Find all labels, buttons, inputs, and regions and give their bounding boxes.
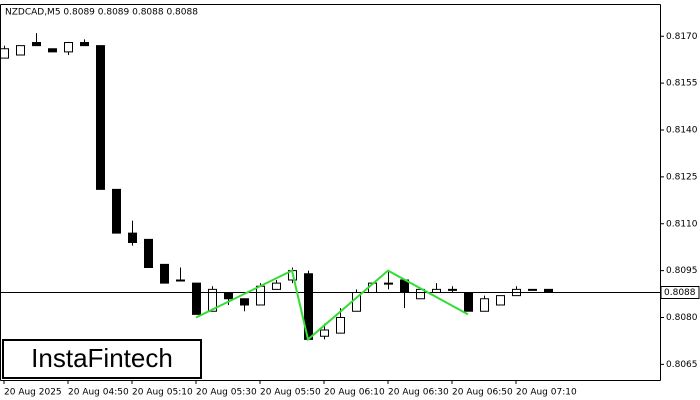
- candle-body: [384, 282, 393, 285]
- x-tick-label: 20 Aug 05:50: [260, 388, 321, 398]
- y-tick-label: 0.8170: [666, 32, 698, 42]
- candle-body: [224, 292, 233, 300]
- candle-body: [128, 232, 137, 243]
- candle-body: [496, 295, 505, 306]
- candle-body: [240, 298, 249, 306]
- candle-body: [528, 288, 537, 291]
- watermark-box: [2, 339, 202, 379]
- x-tick-label: 20 Aug 2025: [4, 388, 62, 398]
- candle-body: [192, 282, 201, 315]
- x-tick-label: 20 Aug 05:30: [196, 388, 257, 398]
- watermark: InstaFintech: [31, 343, 173, 373]
- candle-body: [272, 282, 281, 290]
- candle-body: [0, 48, 9, 59]
- candle-body: [16, 45, 25, 56]
- y-tick-label: 0.8080: [666, 313, 698, 323]
- x-tick-label: 20 Aug 05:10: [132, 388, 193, 398]
- candle-body: [480, 298, 489, 312]
- chart-title: NZDCAD,M5 0.8089 0.8089 0.8088 0.8088: [5, 8, 198, 18]
- y-tick-label: 0.8125: [666, 172, 698, 182]
- candle-body: [336, 317, 345, 334]
- candle-body: [48, 48, 57, 53]
- y-tick-label: 0.8065: [666, 360, 698, 370]
- pattern-line: [195, 269, 469, 342]
- candle-body: [64, 42, 73, 53]
- x-tick-label: 20 Aug 06:30: [388, 388, 449, 398]
- y-tick-label: 0.8155: [666, 79, 698, 89]
- y-tick-label: 0.8110: [666, 219, 698, 229]
- x-tick-label: 20 Aug 07:10: [516, 388, 577, 398]
- candle-body: [176, 279, 185, 282]
- candle-body: [96, 45, 105, 190]
- candle-body: [256, 285, 265, 306]
- last-price-label: 0.8088: [664, 288, 696, 298]
- y-tick-label: 0.8095: [666, 266, 698, 276]
- candle-body: [320, 329, 329, 337]
- last-price-box: [660, 286, 700, 299]
- x-tick-label: 20 Aug 06:10: [324, 388, 385, 398]
- candle-body: [464, 292, 473, 312]
- candle-body: [208, 288, 217, 312]
- candle-body: [160, 263, 169, 284]
- candle-body: [144, 238, 153, 268]
- candle-body: [32, 42, 41, 47]
- candle-body: [448, 288, 457, 291]
- x-tick-label: 20 Aug 04:50: [68, 388, 129, 398]
- x-tick-label: 20 Aug 06:50: [452, 388, 513, 398]
- candle-body: [112, 188, 121, 234]
- candle-body: [80, 42, 89, 47]
- y-tick-label: 0.8140: [666, 126, 698, 136]
